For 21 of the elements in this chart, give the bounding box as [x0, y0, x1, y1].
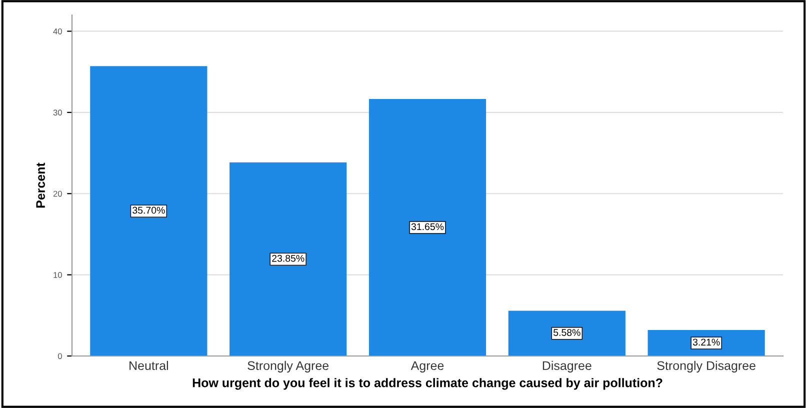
y-tick-label: 20	[53, 190, 62, 197]
data-label: 3.21%	[692, 338, 720, 346]
bar	[230, 162, 347, 356]
bar	[368, 99, 486, 356]
x-tick-label: Strongly Disagree	[657, 360, 756, 373]
data-label: 5.58%	[554, 329, 580, 336]
x-tick-label: Disagree	[542, 360, 592, 373]
x-tick-label: Neutral	[130, 360, 168, 370]
data-label: 35.70%	[132, 206, 165, 214]
x-tick-label: Agree	[410, 361, 444, 373]
x-tick-label: Strongly Agree	[248, 360, 329, 373]
y-tick-label: 40	[53, 28, 62, 34]
data-label: 23.85%	[272, 254, 304, 262]
y-tick-label: 0	[58, 353, 62, 360]
x-axis-title: How urgent do you feel it is to address climate change caused by air pollution?	[192, 378, 662, 390]
bar	[90, 66, 208, 356]
bar	[508, 310, 626, 356]
data-label: 31.65%	[411, 223, 444, 230]
y-axis-title: Percent	[36, 162, 45, 208]
y-tick-label: 10	[54, 272, 62, 278]
y-tick-label: 30	[53, 110, 62, 116]
